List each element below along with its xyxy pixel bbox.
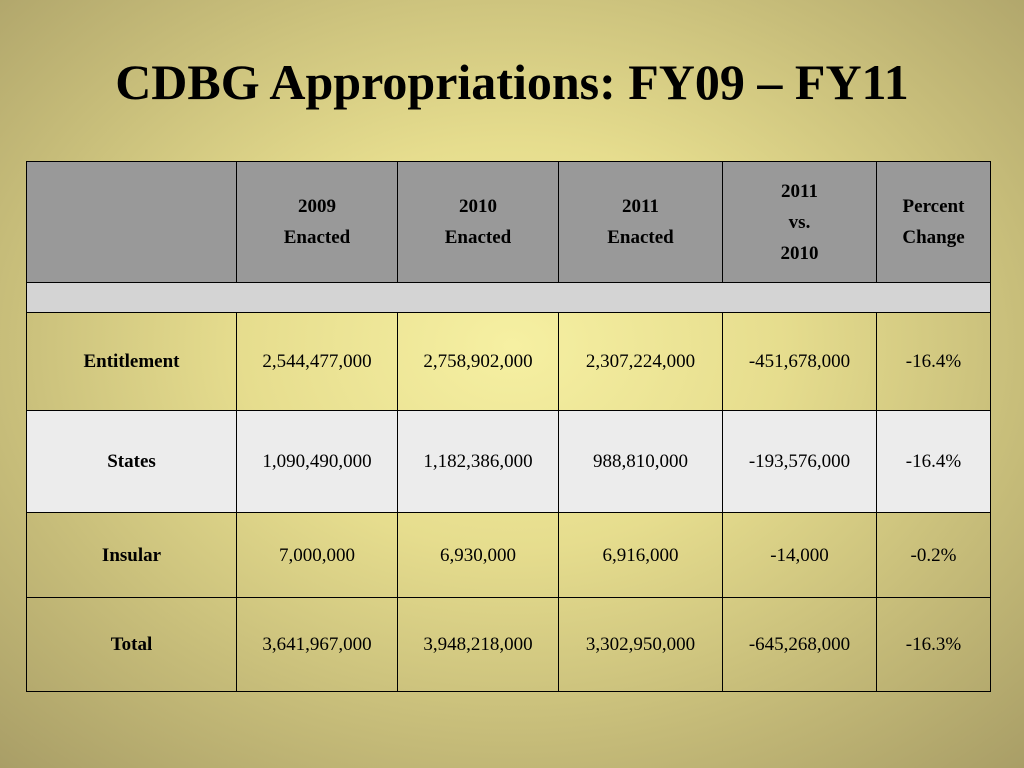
row-label: States	[26, 410, 237, 513]
header-line: Enacted	[607, 227, 674, 248]
header-percent-change: Percent Change	[876, 161, 991, 283]
cell-percent-change: -0.2%	[876, 512, 991, 598]
cell-2010: 3,948,218,000	[397, 597, 559, 692]
row-label: Total	[26, 597, 237, 692]
header-line: 2009	[298, 196, 336, 217]
header-2011-vs-2010: 2011 vs. 2010	[722, 161, 877, 283]
row-label: Entitlement	[26, 312, 237, 411]
cell-2010: 1,182,386,000	[397, 410, 559, 513]
cell-percent-change: -16.4%	[876, 410, 991, 513]
header-corner-cell	[26, 161, 237, 283]
cell-2009: 7,000,000	[236, 512, 398, 598]
table-header-row: 2009 Enacted 2010 Enacted 2011 Enacted 2…	[26, 161, 991, 283]
cell-percent-change: -16.4%	[876, 312, 991, 411]
cell-2009: 1,090,490,000	[236, 410, 398, 513]
header-line: Enacted	[283, 227, 351, 248]
header-line: vs.	[788, 211, 811, 233]
spacer-row	[26, 282, 991, 313]
cell-2009: 3,641,967,000	[236, 597, 398, 692]
header-2009-enacted: 2009 Enacted	[236, 161, 398, 283]
cell-2010: 6,930,000	[397, 512, 559, 598]
header-line: 2011	[781, 180, 818, 202]
slide-title: CDBG Appropriations: FY09 – FY11	[115, 54, 909, 110]
table-row-entitlement: Entitlement 2,544,477,000 2,758,902,000 …	[26, 312, 991, 411]
cell-2011: 988,810,000	[558, 410, 723, 513]
cell-2011: 6,916,000	[558, 512, 723, 598]
table-row-total: Total 3,641,967,000 3,948,218,000 3,302,…	[26, 597, 991, 692]
table-row-insular: Insular 7,000,000 6,930,000 6,916,000 -1…	[26, 512, 991, 598]
cell-2011: 2,307,224,000	[558, 312, 723, 411]
cell-difference: -645,268,000	[722, 597, 877, 692]
table-row-states: States 1,090,490,000 1,182,386,000 988,8…	[26, 410, 991, 513]
cell-difference: -193,576,000	[722, 410, 877, 513]
header-line: Enacted	[444, 227, 512, 248]
cell-percent-change: -16.3%	[876, 597, 991, 692]
appropriations-table: 2009 Enacted 2010 Enacted 2011 Enacted 2…	[26, 161, 991, 692]
cell-2011: 3,302,950,000	[558, 597, 723, 692]
row-label: Insular	[26, 512, 237, 598]
header-2011-enacted: 2011 Enacted	[558, 161, 723, 283]
header-line: 2010	[459, 196, 497, 217]
header-line: 2010	[780, 242, 819, 264]
header-line: Change	[902, 227, 965, 248]
header-line: 2011	[622, 196, 659, 217]
cell-difference: -451,678,000	[722, 312, 877, 411]
cell-2010: 2,758,902,000	[397, 312, 559, 411]
header-2010-enacted: 2010 Enacted	[397, 161, 559, 283]
cell-difference: -14,000	[722, 512, 877, 598]
cell-2009: 2,544,477,000	[236, 312, 398, 411]
spacer-cell	[26, 282, 991, 313]
header-line: Percent	[902, 196, 965, 217]
